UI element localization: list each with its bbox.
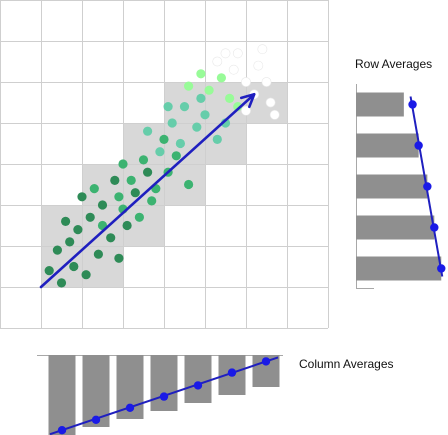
scatter-points — [44, 44, 280, 288]
row-average-bar — [356, 215, 435, 240]
column-average-bar — [184, 355, 212, 403]
data-point — [196, 69, 206, 79]
data-point — [159, 134, 169, 144]
data-point — [147, 196, 157, 206]
data-point — [184, 179, 194, 190]
data-point — [241, 77, 251, 87]
data-point — [204, 85, 214, 95]
row-average-marker — [423, 182, 432, 191]
data-point — [65, 237, 75, 247]
data-point — [212, 134, 222, 144]
column-average-bar — [48, 355, 76, 435]
data-point — [220, 48, 231, 59]
data-point — [56, 278, 67, 288]
data-point — [89, 184, 99, 194]
data-point — [114, 253, 124, 263]
data-point — [61, 216, 71, 226]
column-average-marker — [227, 368, 237, 377]
data-point — [143, 167, 153, 177]
data-point — [253, 60, 264, 71]
column-average-bar — [150, 355, 178, 411]
data-point — [110, 175, 120, 185]
data-point — [118, 159, 128, 169]
highlighted-cell — [41, 205, 82, 246]
data-point — [143, 126, 153, 136]
data-point — [232, 48, 243, 59]
data-point — [44, 266, 54, 276]
data-point — [73, 225, 83, 235]
data-point — [122, 220, 132, 231]
data-point — [257, 44, 268, 55]
column-average-marker — [261, 357, 271, 366]
data-point — [138, 155, 149, 165]
data-point — [163, 102, 173, 112]
row-averages-panel — [356, 84, 446, 289]
data-point — [167, 118, 177, 128]
row-average-bar — [356, 174, 428, 199]
data-point — [93, 249, 103, 259]
row-average-marker — [414, 141, 423, 150]
data-point — [265, 97, 276, 108]
data-point — [212, 56, 223, 67]
data-point — [228, 64, 239, 75]
column-average-marker — [159, 392, 169, 401]
column-average-marker — [91, 415, 101, 424]
data-point — [192, 122, 202, 132]
data-point — [175, 138, 185, 149]
data-point — [126, 175, 136, 185]
row-average-bar — [356, 92, 404, 117]
row-averages-label: Row Averages — [355, 57, 433, 71]
column-averages-panel — [37, 355, 283, 435]
data-point — [179, 102, 190, 112]
data-point — [52, 245, 63, 255]
data-point — [269, 109, 280, 120]
trend-line — [39, 93, 256, 289]
data-point — [114, 192, 124, 202]
column-average-marker — [57, 426, 67, 435]
data-point — [106, 233, 116, 243]
data-point — [81, 270, 91, 280]
row-average-marker — [430, 223, 439, 232]
row-average-marker — [408, 100, 417, 109]
trend-arrowhead — [239, 93, 256, 109]
data-point — [77, 192, 87, 202]
data-point — [200, 110, 210, 120]
data-point — [241, 105, 251, 116]
data-point — [130, 188, 140, 198]
data-point — [134, 212, 144, 222]
data-point — [261, 77, 272, 87]
data-point — [225, 93, 235, 103]
column-average-marker — [125, 403, 135, 412]
data-point — [216, 73, 226, 83]
data-point — [85, 212, 95, 222]
row-average-bar — [356, 133, 419, 158]
data-point — [196, 93, 206, 103]
data-point — [171, 151, 181, 161]
data-point — [69, 261, 79, 272]
trend-arrow — [39, 93, 256, 289]
row-average-marker — [437, 264, 446, 273]
highlighted-cell — [205, 123, 246, 164]
data-point — [155, 147, 165, 157]
row-average-bar — [356, 256, 442, 281]
data-point — [184, 81, 194, 91]
column-average-marker — [193, 381, 203, 390]
data-point — [233, 102, 243, 112]
column-averages-label: Column Averages — [299, 357, 394, 371]
data-point — [97, 200, 108, 210]
